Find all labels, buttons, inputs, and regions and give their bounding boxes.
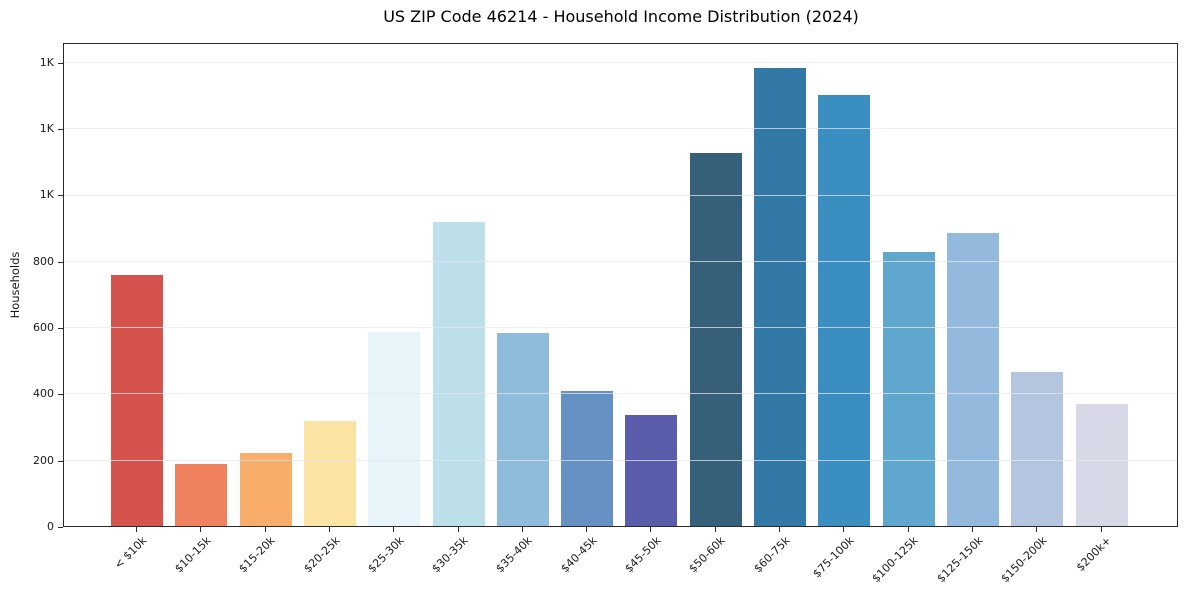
gridline-1200	[64, 128, 1177, 130]
x-tick-mark	[714, 527, 716, 532]
chart-title: US ZIP Code 46214 - Household Income Dis…	[383, 7, 859, 26]
x-tick-label: $75-100k	[810, 534, 857, 581]
x-tick-mark	[393, 527, 395, 532]
y-tick-mark	[58, 195, 63, 197]
x-tick-label: $25-30k	[365, 534, 407, 576]
y-tick-mark	[58, 129, 63, 131]
x-tick-label: $125-150k	[933, 534, 986, 586]
bar-125-150k	[946, 232, 999, 526]
gridline-1000	[64, 194, 1177, 196]
bar-10-15k	[175, 464, 228, 526]
bar-200k	[1075, 404, 1128, 526]
x-tick-mark	[328, 527, 330, 532]
bar-45-50k	[625, 415, 678, 526]
x-tick-label: $35-40k	[493, 534, 536, 576]
x-tick-label: $15-20k	[236, 534, 278, 576]
bar-75-100k	[818, 95, 871, 526]
gridline-400	[64, 393, 1177, 395]
gridline-600	[64, 327, 1177, 329]
bar-50-60k	[689, 152, 742, 526]
y-tick-mark	[58, 261, 63, 263]
y-tick-label: 200	[33, 453, 54, 467]
y-tick-mark	[58, 460, 63, 462]
y-tick-label: 1K	[39, 55, 54, 69]
x-tick-mark	[264, 527, 266, 532]
gridline-1400	[64, 61, 1177, 63]
bar-25-30k	[368, 332, 421, 526]
plot-area	[63, 43, 1178, 527]
gridline-200	[64, 459, 1177, 461]
x-tick-mark	[1100, 527, 1102, 532]
x-tick-label: $50-60k	[686, 534, 728, 576]
x-tick-label: $100-125k	[869, 534, 921, 586]
y-tick-label: 400	[33, 387, 54, 401]
gridline-800	[64, 260, 1177, 262]
y-tick-mark	[58, 62, 63, 64]
x-tick-mark	[971, 527, 973, 532]
bar-35-40k	[496, 333, 549, 526]
y-tick-mark	[58, 328, 63, 330]
x-tick-mark	[200, 527, 202, 532]
bar-15-20k	[239, 453, 292, 526]
x-tick-mark	[779, 527, 780, 532]
y-tick-label: 1K	[39, 122, 54, 136]
x-tick-mark	[136, 527, 137, 532]
x-tick-mark	[1036, 527, 1038, 532]
y-tick-label: 800	[33, 254, 54, 268]
bar-10k	[111, 275, 163, 526]
y-tick-mark	[58, 527, 63, 528]
x-tick-mark	[843, 527, 845, 532]
x-tick-label: < $10k	[111, 534, 150, 572]
x-tick-label: $45-50k	[622, 534, 664, 576]
y-tick-label: 0	[47, 520, 54, 533]
bar-60-75k	[754, 67, 806, 526]
x-tick-label: $200k+	[1073, 534, 1114, 575]
x-tick-mark	[650, 527, 652, 532]
x-tick-label: $10-15k	[172, 534, 214, 576]
x-tick-mark	[907, 527, 909, 532]
bar-40-45k	[561, 390, 614, 526]
bar-20-25k	[303, 420, 356, 526]
bar-30-35k	[432, 221, 485, 526]
bar-100-125k	[882, 251, 935, 526]
y-tick-mark	[58, 394, 63, 396]
x-tick-mark	[586, 527, 588, 532]
y-tick-label: 600	[33, 321, 54, 335]
x-tick-mark	[521, 527, 523, 532]
x-tick-label: $150-200k	[998, 534, 1050, 586]
x-tick-mark	[457, 527, 459, 532]
x-tick-label: $30-35k	[429, 534, 471, 576]
y-tick-label: 1K	[39, 188, 54, 202]
x-tick-label: $40-45k	[558, 534, 600, 576]
x-tick-label: $20-25k	[300, 534, 343, 576]
bar-150-200k	[1011, 371, 1064, 526]
x-tick-label: $60-75k	[750, 534, 793, 576]
